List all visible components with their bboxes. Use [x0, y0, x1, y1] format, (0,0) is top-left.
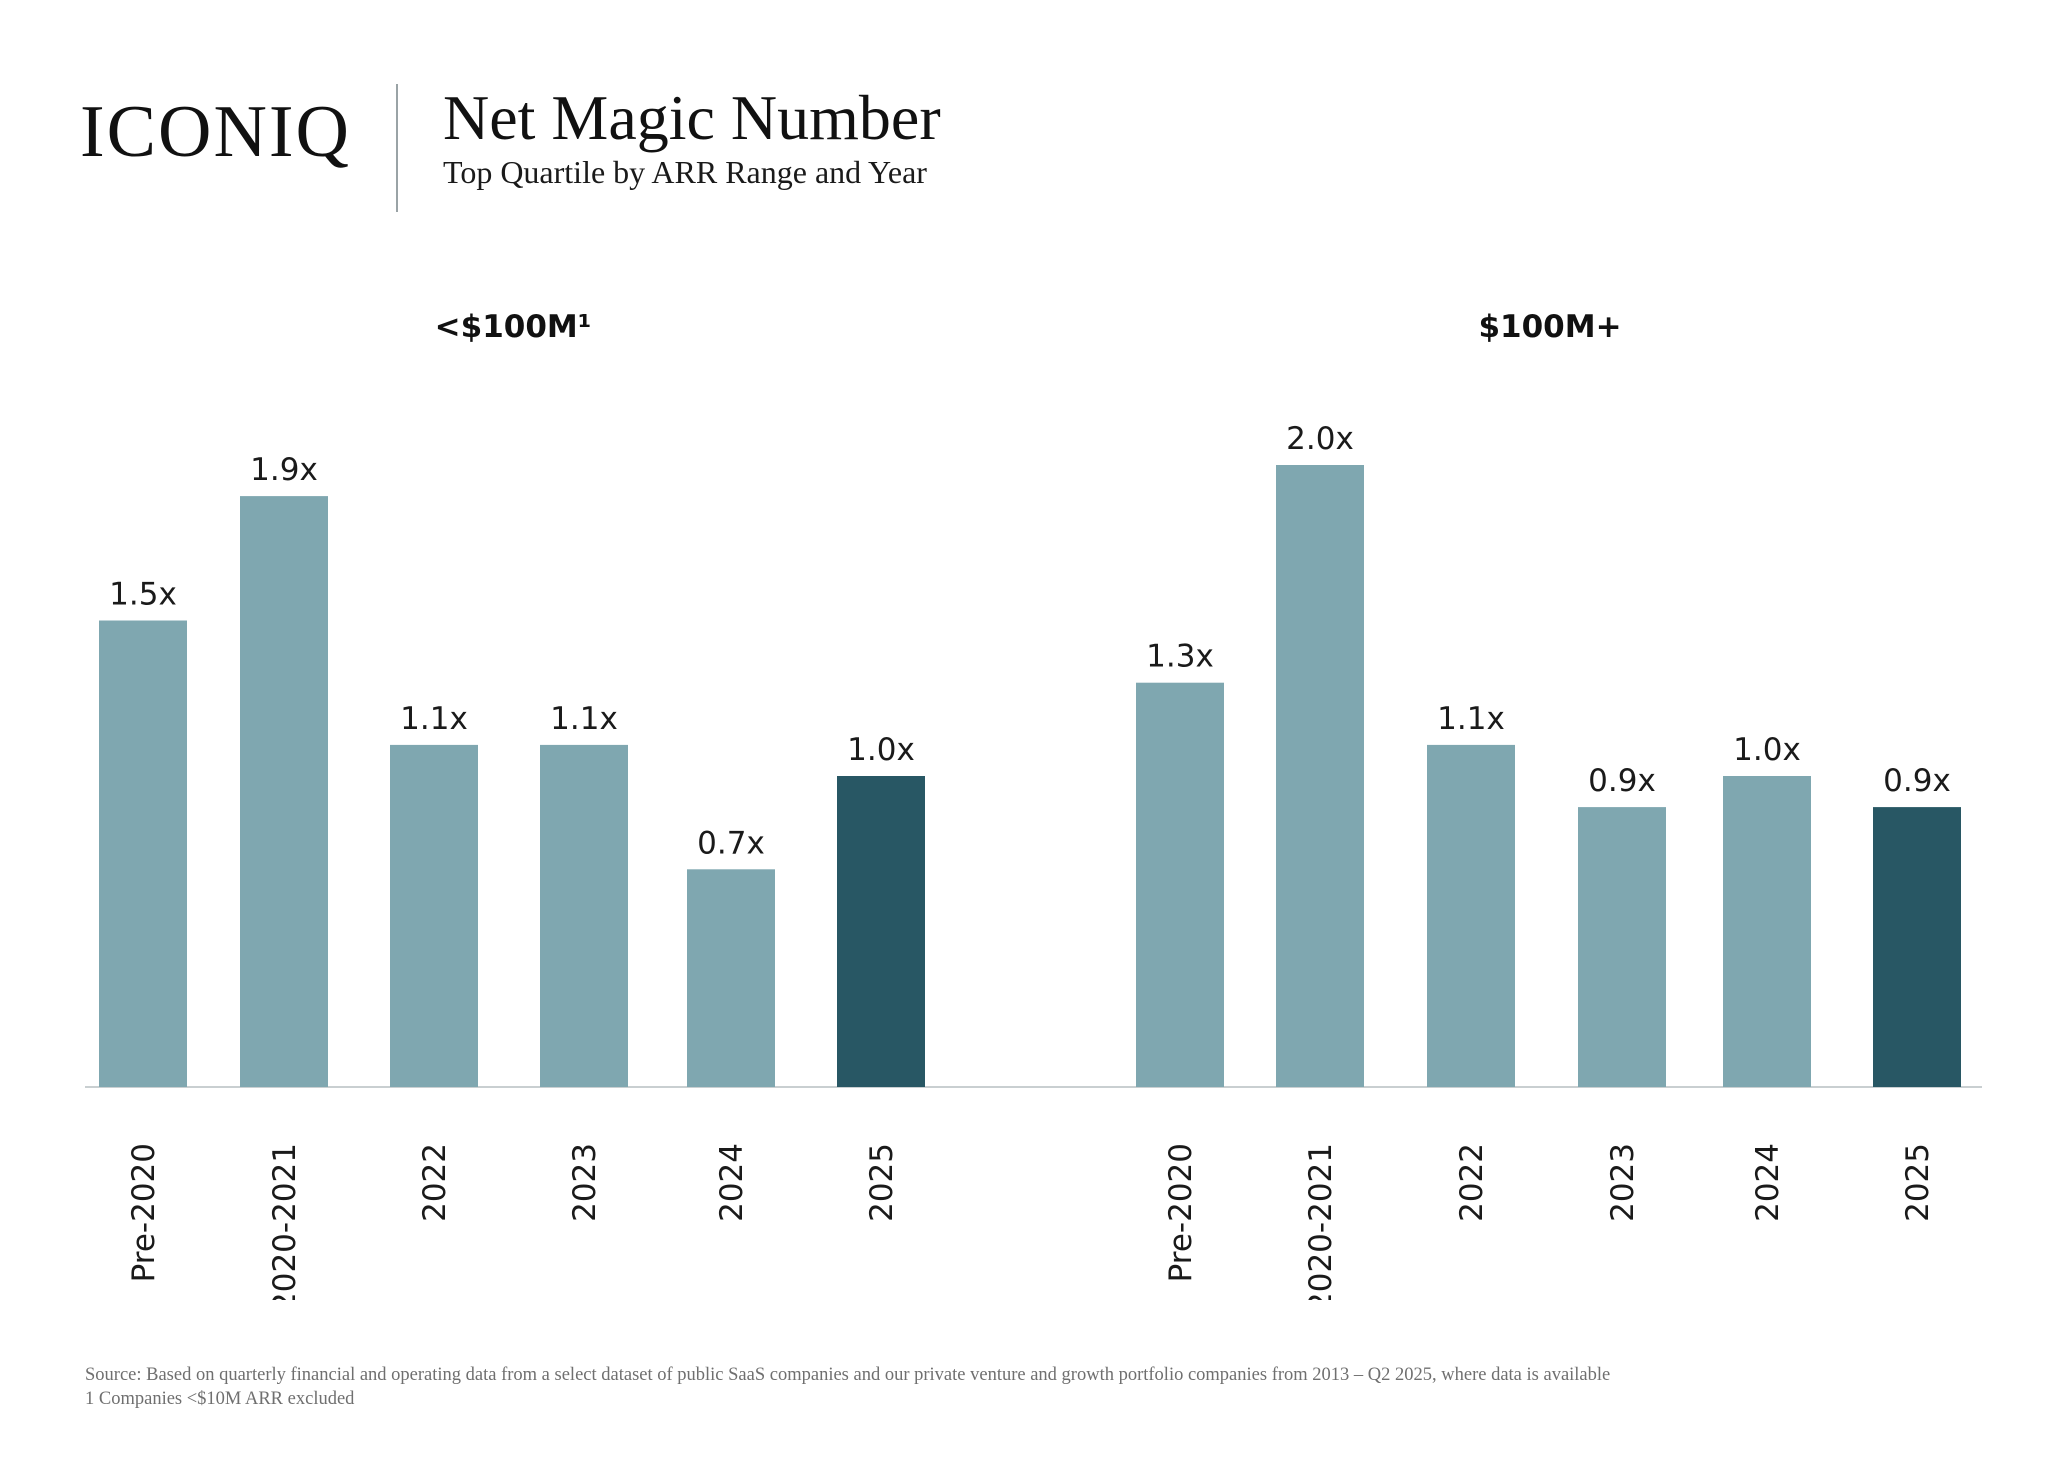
x-tick-label: Pre-2020: [1163, 1143, 1199, 1282]
source-footnote: Source: Based on quarterly financial and…: [85, 1365, 1611, 1385]
x-tick-label: 2022: [1454, 1143, 1490, 1222]
bar: [1578, 807, 1666, 1087]
x-tick-label: 2022: [417, 1143, 453, 1222]
bar-chart: <$100M¹ 1.5x Pre-2020 1.9x 2020-2021 1.1x 2022…: [85, 309, 1982, 1300]
data-label: 0.9x: [1588, 763, 1656, 799]
bar: [1276, 465, 1364, 1087]
bar: [687, 869, 775, 1087]
x-tick-label: 2020-2021: [267, 1143, 303, 1300]
note-footnote: 1 Companies <$10M ARR excluded: [85, 1389, 355, 1409]
bar: [1136, 682, 1224, 1087]
panel-title: <$100M¹: [435, 309, 592, 345]
data-label: 1.1x: [550, 701, 618, 737]
chart-title: Net Magic Number: [443, 82, 941, 153]
data-label: 1.0x: [847, 732, 915, 768]
data-label: 1.3x: [1146, 639, 1214, 675]
chart-subtitle: Top Quartile by ARR Range and Year: [443, 154, 927, 190]
data-label: 1.1x: [400, 701, 468, 737]
bar: [240, 496, 328, 1088]
x-tick-label: 2025: [864, 1143, 900, 1222]
panel-under-100m: <$100M¹ 1.5x Pre-2020 1.9x 2020-2021 1.1x 2022…: [99, 309, 925, 1300]
panel-over-100m: $100M+ 1.3x Pre-2020 2.0x 2020-2021 1.1x 2022 0…: [1136, 309, 1961, 1300]
bar: [837, 776, 925, 1087]
bar: [390, 744, 478, 1087]
header-divider: [396, 84, 398, 212]
bar: [1723, 776, 1811, 1087]
data-label: 0.7x: [697, 825, 765, 861]
x-tick-label: 2024: [714, 1143, 750, 1222]
x-tick-label: Pre-2020: [126, 1143, 162, 1282]
bar: [99, 620, 187, 1087]
data-label: 1.9x: [250, 452, 318, 488]
x-tick-label: 2023: [1605, 1143, 1641, 1222]
panel-title: $100M+: [1478, 309, 1621, 345]
data-label: 1.5x: [109, 577, 177, 613]
x-tick-label: 2020-2021: [1303, 1143, 1339, 1300]
bar: [1427, 744, 1515, 1087]
data-label: 1.0x: [1733, 732, 1801, 768]
data-label: 0.9x: [1883, 763, 1951, 799]
x-tick-label: 2024: [1750, 1143, 1786, 1222]
bar: [540, 744, 628, 1087]
x-tick-label: 2025: [1900, 1143, 1936, 1222]
bar: [1873, 807, 1961, 1087]
data-label: 1.1x: [1437, 701, 1505, 737]
x-tick-label: 2023: [567, 1143, 603, 1222]
data-label: 2.0x: [1286, 421, 1354, 457]
brand-logo: ICONIQ: [80, 91, 351, 173]
